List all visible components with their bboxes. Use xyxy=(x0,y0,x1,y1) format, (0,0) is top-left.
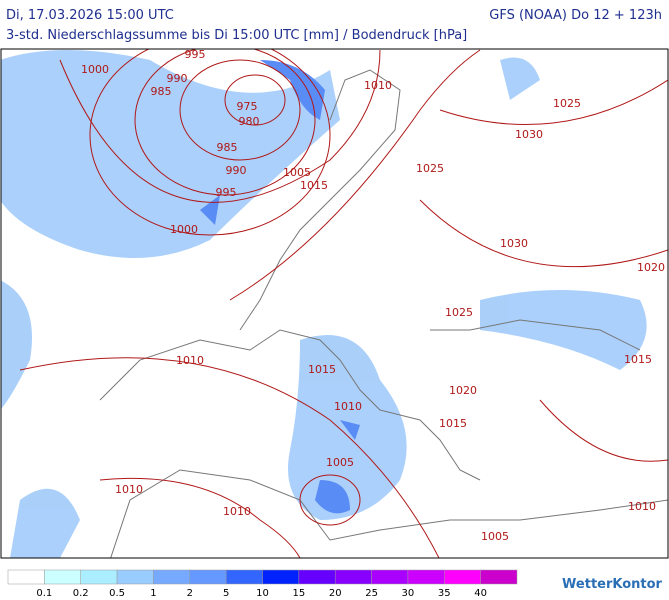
isobar-label: 1025 xyxy=(416,162,444,175)
legend-label: 25 xyxy=(365,588,378,599)
isobar-label: 1030 xyxy=(500,237,528,250)
isobar-label: 1000 xyxy=(170,223,198,236)
isobars xyxy=(19,49,668,558)
legend-label: 30 xyxy=(402,588,415,599)
isobar-label: 1005 xyxy=(481,530,509,543)
legend-swatch xyxy=(371,569,409,585)
legend-swatch xyxy=(116,569,154,585)
legend-label: 10 xyxy=(256,588,269,599)
isobar-label: 1025 xyxy=(553,97,581,110)
legend: 0.1 0.2 0.5 1 2 5 10 15 20 25 30 35 40 xyxy=(7,569,518,599)
isobar-label: 980 xyxy=(239,115,260,128)
isobar-labels: 995 1000 990 985 975 980 985 990 995 100… xyxy=(81,48,665,543)
legend-swatch xyxy=(153,569,191,585)
isobar-label: 1030 xyxy=(515,128,543,141)
legend-swatch xyxy=(80,569,118,585)
isobar-label: 1010 xyxy=(115,483,143,496)
isobar-label: 1010 xyxy=(223,505,251,518)
subtitle: 3-std. Niederschlagssumme bis Di 15:00 U… xyxy=(6,28,467,43)
isobar-label: 1005 xyxy=(326,456,354,469)
legend-swatch xyxy=(480,569,518,585)
legend-label: 0.2 xyxy=(73,588,89,599)
isobar-label: 1010 xyxy=(334,400,362,413)
isobar-label: 985 xyxy=(217,141,238,154)
legend-swatch xyxy=(407,569,445,585)
legend-label: 15 xyxy=(292,588,305,599)
legend-label: 35 xyxy=(438,588,451,599)
isobar-label: 975 xyxy=(237,100,258,113)
isobar-label: 1015 xyxy=(439,417,467,430)
isobar-label: 1010 xyxy=(176,354,204,367)
isobar-label: 995 xyxy=(185,48,206,61)
isobar-label: 1010 xyxy=(364,79,392,92)
isobar-label: 990 xyxy=(226,164,247,177)
map-frame xyxy=(0,48,669,559)
map: 995 1000 990 985 975 980 985 990 995 100… xyxy=(0,48,669,559)
legend-label: 0.1 xyxy=(36,588,52,599)
isobar-label: 995 xyxy=(216,186,237,199)
legend-swatch xyxy=(444,569,481,585)
isobar-label: 1020 xyxy=(637,261,665,274)
model-info: GFS (NOAA) Do 12 + 123h xyxy=(489,8,662,23)
legend-swatch xyxy=(298,569,336,585)
isobar-label: 1015 xyxy=(624,353,652,366)
legend-swatch xyxy=(189,569,227,585)
legend-label: 1 xyxy=(150,588,156,599)
legend-swatch xyxy=(44,569,81,585)
legend-swatch xyxy=(334,569,372,585)
logo: WetterKontor xyxy=(562,577,663,592)
header-title: Di, 17.03.2026 15:00 UTC xyxy=(6,8,174,23)
precipitation xyxy=(1,50,647,558)
isobar-label: 1015 xyxy=(300,179,328,192)
isobar-label: 1000 xyxy=(81,63,109,76)
legend-swatch xyxy=(262,569,300,585)
isobar-label: 985 xyxy=(151,85,172,98)
legend-swatch xyxy=(7,569,45,585)
isobar-label: 1020 xyxy=(449,384,477,397)
legend-label: 20 xyxy=(329,588,342,599)
legend-swatch xyxy=(225,569,263,585)
coastlines xyxy=(99,69,668,558)
isobar-label: 1015 xyxy=(308,363,336,376)
legend-label: 0.5 xyxy=(109,588,125,599)
legend-label: 40 xyxy=(474,588,487,599)
isobar-label: 1025 xyxy=(445,306,473,319)
isobar-label: 1010 xyxy=(628,500,656,513)
isobar-label: 1005 xyxy=(283,166,311,179)
legend-label: 5 xyxy=(223,588,229,599)
isobar-label: 990 xyxy=(167,72,188,85)
legend-label: 2 xyxy=(187,588,193,599)
